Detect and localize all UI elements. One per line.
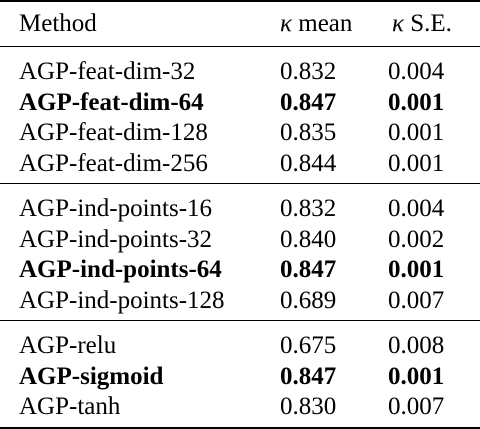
cell-method: AGP-ind-points-64 <box>19 256 222 283</box>
cell-kappa-se: 0.001 <box>388 149 445 177</box>
table-row: AGP-ind-points-32 0.840 0.002 <box>0 225 480 256</box>
cell-method: AGP-feat-dim-128 <box>19 119 208 146</box>
table-row: AGP-feat-dim-64 0.847 0.001 <box>0 88 480 119</box>
cell-kappa-mean: 0.832 <box>262 46 370 88</box>
table-row: AGP-sigmoid 0.847 0.001 <box>0 362 480 393</box>
kappa-symbol: κ <box>280 10 292 37</box>
table-row: AGP-ind-points-64 0.847 0.001 <box>0 255 480 286</box>
cell-kappa-mean: 0.840 <box>280 225 337 253</box>
cell-kappa-se: 0.004 <box>370 183 480 225</box>
cell-method: AGP-ind-points-32 <box>19 225 213 253</box>
cell-kappa-se: 0.002 <box>388 225 445 253</box>
cell-kappa-mean: 0.689 <box>280 286 337 314</box>
cell-method: AGP-feat-dim-32 <box>0 46 262 88</box>
header-kappa-se: κ S.E. <box>370 0 480 47</box>
table-row: AGP-tanh 0.830 0.007 <box>0 392 480 429</box>
cell-kappa-mean: 0.847 <box>280 88 337 116</box>
table-body: AGP-feat-dim-32 0.832 0.004 AGP-feat-dim-64… <box>0 46 480 429</box>
header-method: Method <box>0 0 262 47</box>
cell-kappa-mean: 0.847 <box>280 362 337 390</box>
cell-kappa-mean: 0.832 <box>262 183 370 225</box>
cell-kappa-mean: 0.835 <box>280 119 337 146</box>
cell-kappa-se: 0.008 <box>370 320 480 362</box>
cell-method: AGP-feat-dim-64 <box>19 88 204 116</box>
table-row: AGP-ind-points-16 0.832 0.004 <box>0 183 480 225</box>
cell-method: AGP-feat-dim-256 <box>19 149 208 177</box>
cell-kappa-se: 0.001 <box>388 119 445 146</box>
table-row: AGP-relu 0.675 0.008 <box>0 320 480 362</box>
cell-kappa-se: 0.004 <box>370 46 480 88</box>
table-row: AGP-ind-points-128 0.689 0.007 <box>0 286 480 321</box>
table-header-row: Method κ mean κ S.E. <box>0 0 480 47</box>
cell-method: AGP-ind-points-128 <box>19 286 225 314</box>
cell-kappa-mean: 0.675 <box>262 320 370 362</box>
cell-kappa-se: 0.001 <box>388 256 445 283</box>
cell-kappa-mean: 0.847 <box>280 256 337 283</box>
table-row: AGP-feat-dim-128 0.835 0.001 <box>0 118 480 149</box>
cell-kappa-se: 0.001 <box>388 362 445 390</box>
table-row: AGP-feat-dim-256 0.844 0.001 <box>0 149 480 184</box>
cell-kappa-mean: 0.830 <box>262 392 370 429</box>
cell-method: AGP-relu <box>0 320 262 362</box>
table-row: AGP-feat-dim-32 0.832 0.004 <box>0 46 480 88</box>
cell-kappa-se: 0.001 <box>388 88 445 116</box>
cell-method: AGP-sigmoid <box>19 362 164 390</box>
cell-method: AGP-tanh <box>0 392 262 429</box>
cell-method: AGP-ind-points-16 <box>0 183 262 225</box>
cell-kappa-se: 0.007 <box>388 286 445 314</box>
cell-kappa-se: 0.007 <box>370 392 480 429</box>
header-kappa-mean: κ mean <box>262 0 370 47</box>
cell-kappa-mean: 0.844 <box>280 149 337 177</box>
kappa-symbol: κ <box>392 10 404 37</box>
